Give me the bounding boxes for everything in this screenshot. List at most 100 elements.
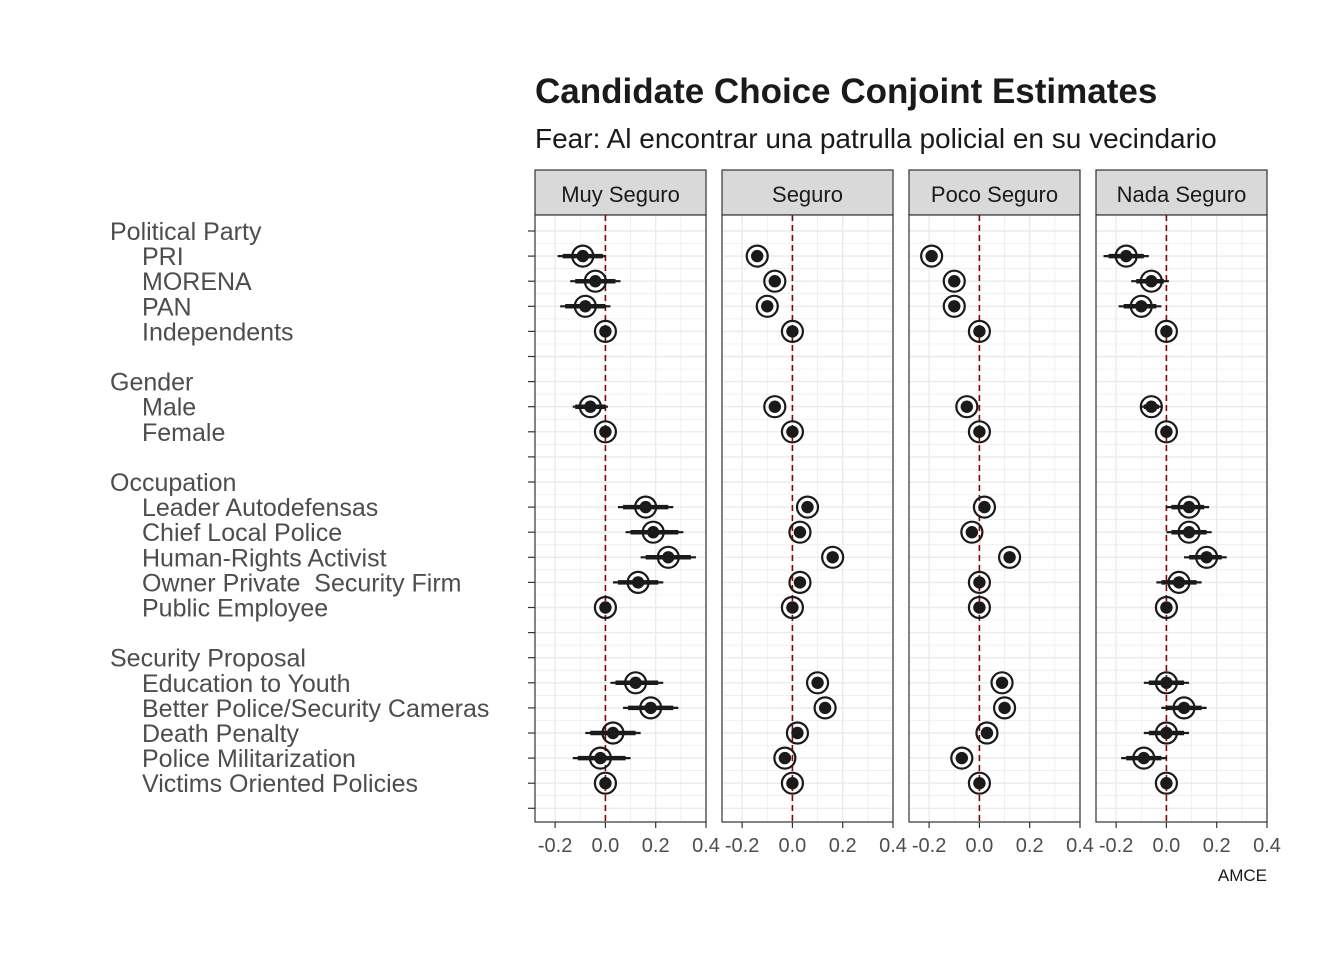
estimate-point [763, 269, 787, 293]
estimate-dot [948, 275, 961, 288]
estimate-point [972, 495, 997, 519]
estimate-point [785, 721, 810, 745]
estimate-dot [973, 601, 986, 614]
estimate-point [960, 520, 984, 544]
estimate-dot [644, 701, 657, 715]
estimate-ring [780, 595, 805, 620]
estimate-point [955, 395, 979, 419]
estimate-ring [593, 595, 618, 620]
estimate-ring [639, 696, 663, 720]
estimate-point [593, 319, 618, 343]
attribute-level-label: Leader Autodefensas [142, 494, 378, 522]
attribute-level-label: Better Police/Security Cameras [142, 695, 489, 723]
estimate-dot [599, 601, 612, 614]
estimate-point [1154, 771, 1179, 795]
estimate-dot [786, 777, 799, 790]
estimate-point [1143, 671, 1190, 695]
estimate-point [1103, 244, 1149, 268]
estimate-ring [795, 495, 820, 519]
estimate-dot [1119, 249, 1133, 263]
estimate-point [788, 570, 812, 595]
estimate-ring [992, 696, 1017, 720]
x-tick-label: 0.4 [692, 835, 720, 857]
estimate-dot [599, 425, 612, 438]
estimate-ring [1154, 595, 1179, 620]
estimate-dot [639, 500, 652, 514]
attribute-level-label: Victims Oriented Policies [142, 770, 418, 798]
estimate-dot [1200, 551, 1213, 564]
estimate-ring [571, 244, 595, 268]
x-tick-label: -0.2 [725, 835, 759, 857]
estimate-point [1139, 395, 1163, 419]
panel-strip [721, 169, 894, 216]
estimate-point [950, 746, 974, 770]
estimate-point [990, 671, 1014, 695]
estimate-dot [1135, 300, 1148, 313]
estimate-dot [778, 751, 792, 765]
estimate-point [1131, 269, 1169, 293]
estimate-ring [942, 269, 966, 293]
estimate-dot [1160, 325, 1173, 338]
x-tick-label: 0.2 [642, 835, 670, 857]
estimate-ring [1154, 671, 1179, 695]
estimate-point [997, 545, 1022, 569]
panel-nada-seguro: Nada Seguro -0.2 0.0 0.2 0.4 [1095, 169, 1281, 857]
panel-strip [534, 169, 707, 216]
estimate-dot [793, 526, 807, 539]
estimate-dot [786, 425, 799, 438]
estimate-dot [751, 249, 764, 263]
estimate-dot [1177, 701, 1191, 715]
estimate-point [763, 395, 787, 419]
attribute-header: Political Party [110, 218, 262, 246]
estimate-dot [801, 500, 814, 514]
attribute-level-label: PAN [142, 293, 192, 321]
estimate-dot [995, 676, 1009, 689]
estimate-point [560, 294, 611, 318]
estimate-point [780, 420, 805, 444]
estimate-point [755, 294, 779, 318]
estimate-dot [629, 676, 642, 689]
attribute-level-label: Female [142, 419, 225, 447]
estimate-dot [768, 400, 782, 413]
x-tick-label: -0.2 [1099, 835, 1133, 857]
attribute-level-label: Male [142, 394, 196, 422]
estimate-ring [641, 520, 665, 544]
estimate-dot [786, 601, 799, 614]
estimate-dot [1160, 601, 1173, 614]
estimate-ring [1195, 545, 1219, 569]
estimate-ring [805, 671, 830, 695]
estimate-point [780, 595, 805, 620]
estimate-dot [980, 726, 994, 740]
estimate-ring [1154, 420, 1179, 444]
estimate-dot [955, 751, 969, 765]
estimate-ring [967, 420, 992, 444]
estimate-point [967, 420, 992, 444]
estimate-ring [967, 595, 992, 620]
estimate-point [920, 244, 944, 268]
estimate-ring [1177, 495, 1201, 519]
estimate-point [795, 495, 820, 519]
estimate-ring [920, 244, 944, 268]
x-axis-title: AMCE [1218, 866, 1267, 885]
estimate-point [1143, 721, 1190, 745]
estimate-point [805, 671, 830, 695]
estimate-point [1161, 696, 1207, 720]
x-tick-label: 0.4 [1253, 835, 1281, 857]
attribute-level-label: Public Employee [142, 595, 328, 623]
estimate-point [788, 520, 812, 544]
estimate-ring [1177, 520, 1201, 544]
estimate-point [773, 746, 797, 770]
estimate-ring [626, 570, 650, 595]
x-tick-label: -0.2 [538, 835, 572, 857]
estimate-ring [583, 269, 607, 293]
estimate-dot [1160, 777, 1173, 790]
attribute-level-label: Police Militarization [142, 745, 356, 773]
estimate-point [623, 696, 679, 720]
estimate-dot [1182, 500, 1196, 514]
estimate-dot [793, 576, 807, 589]
estimate-dot [998, 701, 1011, 715]
estimate-dot [791, 726, 804, 740]
estimate-dot [606, 726, 620, 740]
estimate-ring [960, 520, 984, 544]
